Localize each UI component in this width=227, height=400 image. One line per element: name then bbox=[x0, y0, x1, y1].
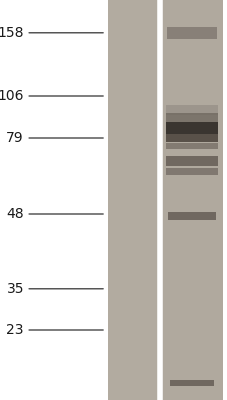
Bar bbox=[165, 113, 217, 123]
Bar bbox=[165, 156, 217, 166]
Bar bbox=[168, 212, 215, 220]
Text: 158: 158 bbox=[0, 26, 24, 40]
Bar bbox=[170, 380, 213, 386]
Text: 48: 48 bbox=[6, 207, 24, 221]
Bar bbox=[165, 134, 217, 142]
Bar bbox=[166, 105, 217, 115]
Bar bbox=[160, 0, 222, 400]
Text: 23: 23 bbox=[6, 323, 24, 337]
Bar bbox=[166, 27, 216, 39]
Bar bbox=[165, 122, 217, 134]
Text: 35: 35 bbox=[6, 282, 24, 296]
Bar bbox=[166, 143, 217, 149]
Text: 79: 79 bbox=[6, 131, 24, 145]
Bar bbox=[108, 0, 159, 400]
Bar bbox=[165, 168, 217, 175]
Text: 106: 106 bbox=[0, 89, 24, 103]
